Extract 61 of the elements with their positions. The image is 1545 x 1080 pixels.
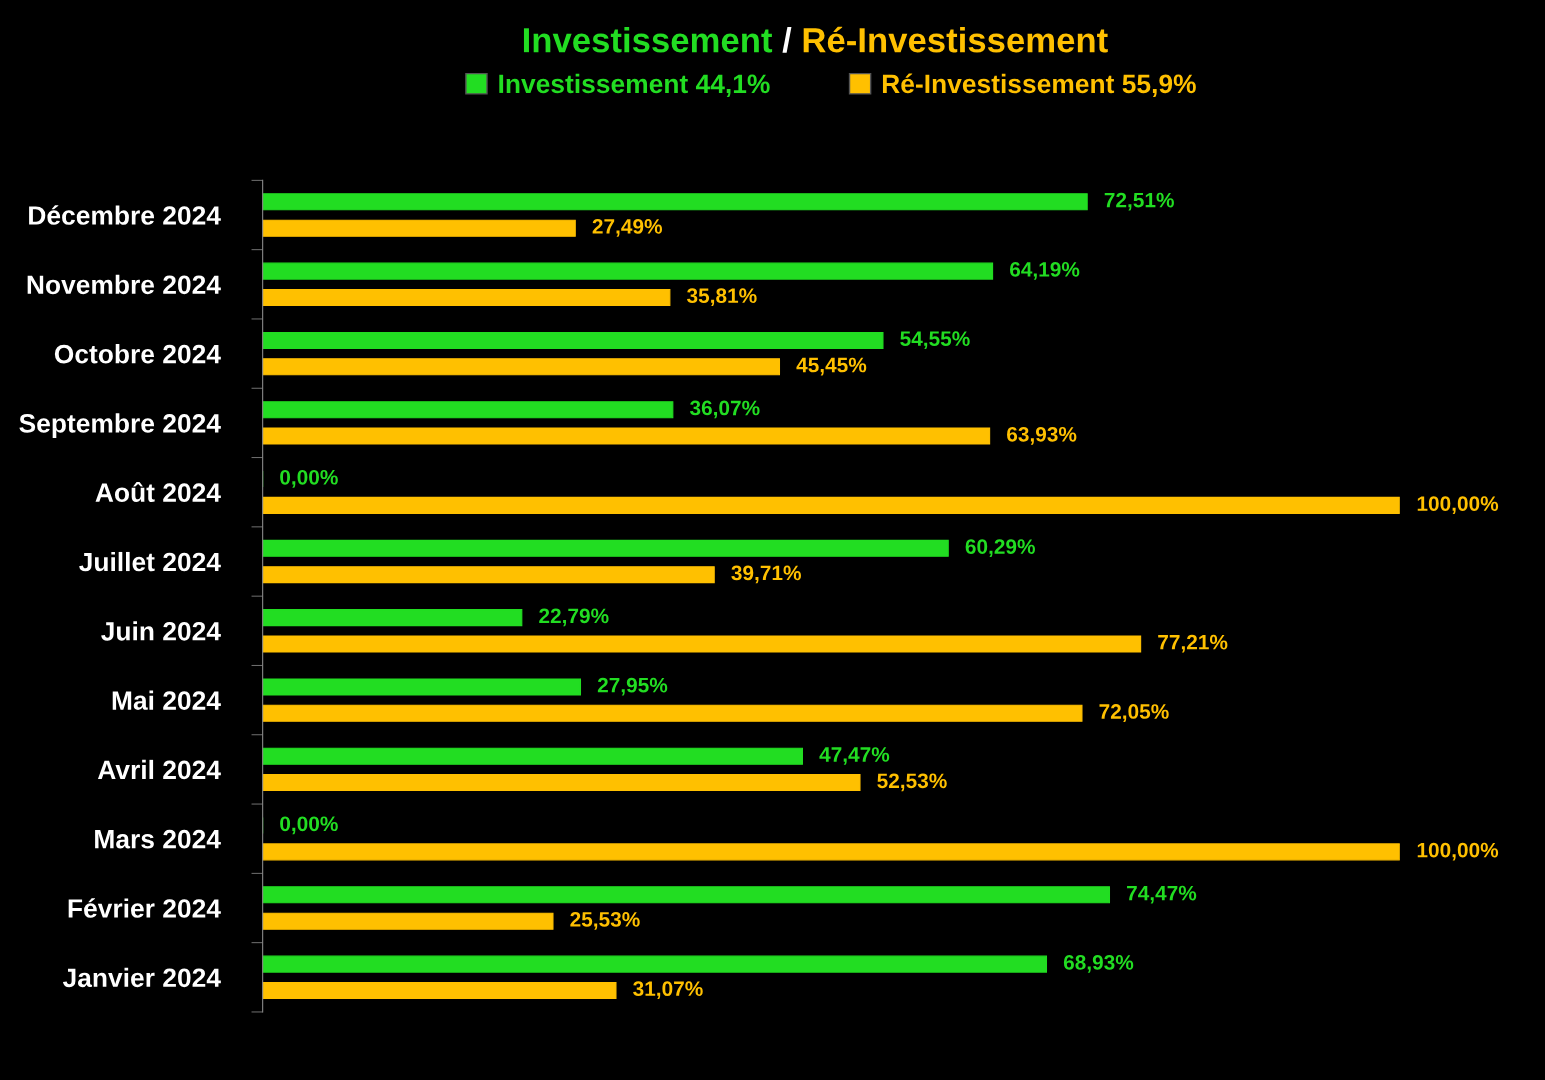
data-label: 39,71% <box>731 565 801 584</box>
bar <box>262 193 1088 211</box>
data-label: 27,49% <box>592 219 663 237</box>
data-label: 47,47% <box>819 747 890 765</box>
data-label: 22,79% <box>539 608 609 627</box>
bar <box>262 843 1400 861</box>
data-label: 54,55% <box>900 331 970 350</box>
bar <box>262 774 861 792</box>
y-tick-label: Août 2024 <box>95 482 221 503</box>
y-tick-label: Mars 2024 <box>95 829 221 849</box>
bar <box>262 496 1400 514</box>
y-tick-label: Octobre 2024 <box>54 344 221 364</box>
bar <box>262 704 1083 722</box>
data-label: 31,07% <box>633 981 703 1000</box>
chart-title: Investissement / Ré-Investissement <box>523 26 1108 53</box>
data-label: 72,05% <box>1099 704 1169 722</box>
bar <box>262 747 803 765</box>
bar <box>262 955 1048 973</box>
data-label: 60,29% <box>965 539 1035 557</box>
data-label: 45,45% <box>796 357 867 376</box>
bar <box>262 609 523 627</box>
y-tick-label: Mai 2024 <box>112 690 221 710</box>
bar <box>262 912 554 930</box>
y-tick-label: Février 2024 <box>68 898 221 918</box>
data-label: 68,93% <box>1063 954 1134 973</box>
data-label: 27,95% <box>597 677 668 696</box>
data-label: 64,19% <box>1010 261 1080 280</box>
data-label: 0,00% <box>280 816 338 835</box>
data-label: 25,53% <box>570 912 640 930</box>
legend-label: Ré-Investissement 55,9% <box>882 73 1196 98</box>
bar <box>262 427 991 445</box>
y-tick-label: Janvier 2024 <box>62 967 221 988</box>
y-tick-label: Avril 2024 <box>97 759 221 780</box>
data-label: 77,21% <box>1158 634 1228 653</box>
y-tick-label: Novembre 2024 <box>27 274 221 295</box>
bar <box>262 331 884 349</box>
data-label: 36,07% <box>689 400 760 419</box>
bar <box>262 358 781 376</box>
data-label: 72,51% <box>1104 192 1174 211</box>
bar <box>262 678 582 696</box>
y-tick-label: Juillet 2024 <box>79 551 221 572</box>
bar <box>262 539 949 557</box>
bar <box>262 262 994 280</box>
bar <box>262 219 576 237</box>
data-label: 35,81% <box>687 288 757 307</box>
y-tick-label: Juin 2024 <box>101 621 221 641</box>
bar <box>262 981 617 1000</box>
data-label: 100,00% <box>1417 842 1499 861</box>
data-label: 52,53% <box>877 773 947 792</box>
legend-label: Investissement 44,1% <box>499 73 770 98</box>
y-tick-label: Décembre 2024 <box>29 205 221 225</box>
data-label: 100,00% <box>1417 496 1499 514</box>
bar <box>262 886 1111 904</box>
bar <box>262 566 715 584</box>
bar <box>262 635 1142 653</box>
data-label: 74,47% <box>1127 885 1197 904</box>
bar <box>262 288 671 307</box>
y-tick-label: Septembre 2024 <box>19 413 221 438</box>
data-label: 0,00% <box>280 469 338 488</box>
data-label: 63,93% <box>1007 426 1077 445</box>
bar <box>262 401 674 419</box>
